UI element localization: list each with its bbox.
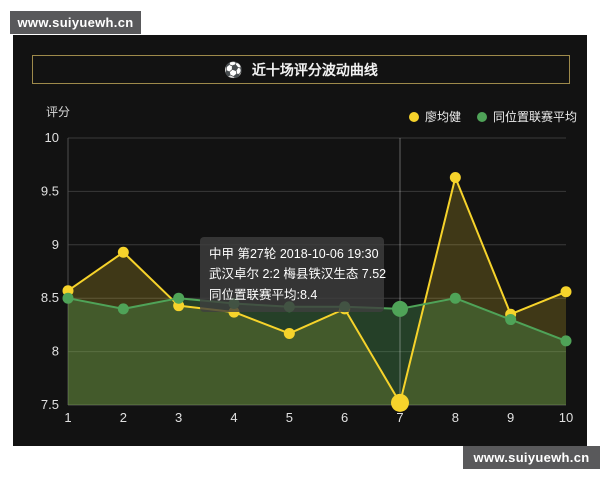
y-axis-name: 评分 (46, 105, 71, 119)
series-line-0 (67, 176, 567, 404)
data-point-s1-x8[interactable] (449, 292, 461, 304)
data-point-s1-x9[interactable] (505, 314, 517, 326)
x-tick-label-5: 5 (286, 410, 293, 425)
x-tick-label-8: 8 (452, 410, 459, 425)
data-point-s1-x2[interactable] (117, 303, 129, 315)
legend-label-league-avg: 同位置联赛平均 (492, 110, 577, 124)
y-tick-label-9.5: 9.5 (41, 183, 59, 198)
tooltip-line-score: 武汉卓尔 2:2 梅县铁汉生态 7.52 (209, 267, 387, 282)
data-point-s0-x8[interactable] (449, 172, 461, 184)
series-area-1 (68, 298, 566, 405)
x-tick-label-1: 1 (64, 410, 71, 425)
watermark-bottom: www.suiyuewh.cn (463, 446, 600, 469)
legend-dot-league-avg (476, 111, 487, 122)
data-point-s0-x10[interactable] (560, 286, 572, 298)
tooltip-line-average: 同位置联赛平均:8.4 (209, 287, 318, 302)
x-tick-label-10: 10 (559, 410, 573, 425)
y-tick-label-9: 9 (52, 237, 59, 252)
legend-label-player: 廖均健 (424, 110, 461, 124)
legend-dot-player (408, 111, 419, 122)
data-point-s0-x7-highlighted[interactable] (391, 393, 409, 412)
x-tick-label-3: 3 (175, 410, 182, 425)
soccer-ball-icon: ⚽ (224, 61, 243, 79)
watermark-top-text: www.suiyuewh.cn (17, 15, 134, 30)
data-point-s0-x5[interactable] (283, 327, 295, 339)
x-tick-label-2: 2 (120, 410, 127, 425)
x-tick-label-6: 6 (341, 410, 348, 425)
legend-item-league-avg[interactable]: 同位置联赛平均 (476, 108, 577, 125)
x-tick-label-9: 9 (507, 410, 514, 425)
legend: 廖均健 同位置联赛平均 (408, 108, 577, 125)
legend-item-player[interactable]: 廖均健 (408, 108, 461, 125)
data-point-s0-x2[interactable] (117, 246, 129, 258)
data-point-s1-x10[interactable] (560, 335, 572, 347)
data-point-s1-x3[interactable] (173, 292, 185, 304)
chart-title: 近十场评分波动曲线 (251, 61, 378, 78)
tooltip: 中甲 第27轮 2018-10-06 19:30 武汉卓尔 2:2 梅县铁汉生态… (200, 237, 387, 312)
y-tick-label-10: 10 (45, 130, 59, 145)
data-point-s1-x1[interactable] (62, 292, 74, 304)
watermark-top: www.suiyuewh.cn (10, 11, 141, 34)
tooltip-line-match: 中甲 第27轮 2018-10-06 19:30 (209, 247, 379, 261)
data-point-s1-x7-highlighted[interactable] (392, 300, 408, 317)
chart-title-box: ⚽ 近十场评分波动曲线 (32, 55, 570, 84)
y-tick-label-8.5: 8.5 (41, 290, 59, 305)
x-tick-label-4: 4 (230, 410, 237, 425)
x-tick-label-7: 7 (396, 410, 403, 425)
y-tick-label-7.5: 7.5 (41, 397, 59, 412)
watermark-bottom-text: www.suiyuewh.cn (473, 450, 590, 465)
y-tick-label-8: 8 (52, 344, 59, 359)
